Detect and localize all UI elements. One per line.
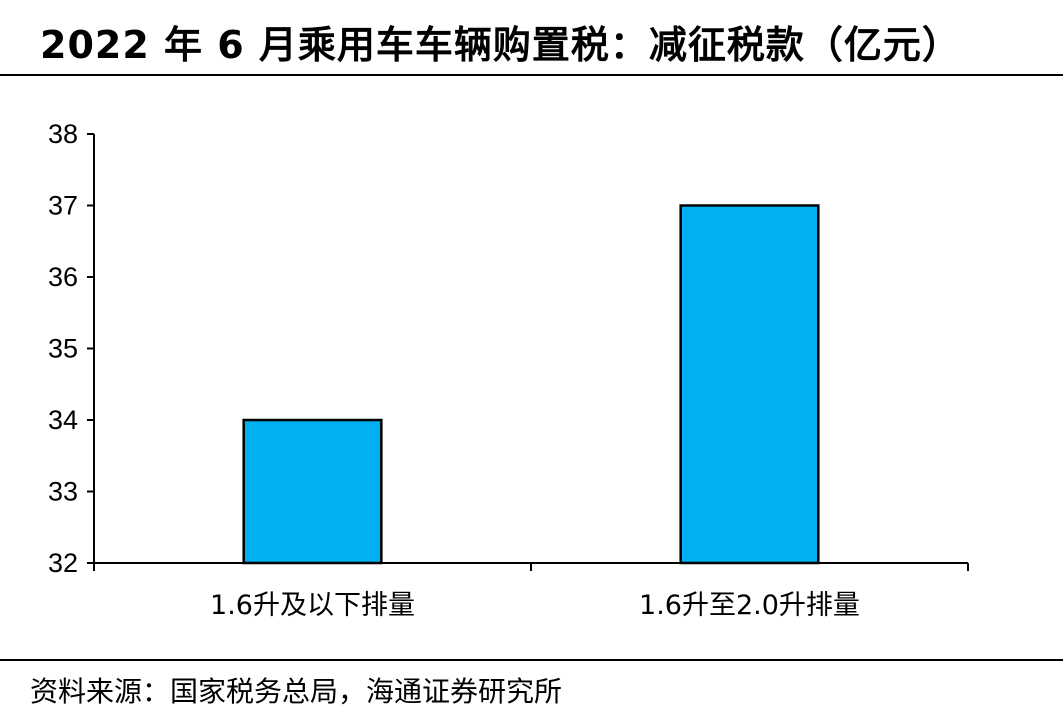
chart-bars (242, 204, 820, 565)
y-tick-label: 34 (48, 405, 78, 435)
source-note: 资料来源：国家税务总局，海通证券研究所 (30, 675, 563, 708)
y-tick-label: 36 (48, 262, 78, 292)
y-tick-label: 33 (48, 477, 78, 507)
y-tick-label: 37 (48, 191, 78, 221)
bar (679, 204, 820, 565)
chart-axes (87, 133, 969, 571)
y-tick-label: 38 (48, 119, 78, 149)
bar (242, 418, 383, 565)
y-tick-label: 35 (48, 334, 78, 364)
x-category-label: 1.6升及以下排量 (210, 590, 415, 621)
source-divider (0, 659, 1063, 661)
title-divider (0, 74, 1063, 76)
x-category-label: 1.6升至2.0升排量 (639, 590, 860, 621)
chart-title: 2022 年 6 月乘用车车辆购置税：减征税款（亿元） (40, 23, 961, 67)
chart-labels: 32 33 34 35 36 37 38 1.6升及以下排量 1.6升至2.0升排量 (48, 119, 860, 621)
y-tick-label: 32 (48, 548, 78, 578)
